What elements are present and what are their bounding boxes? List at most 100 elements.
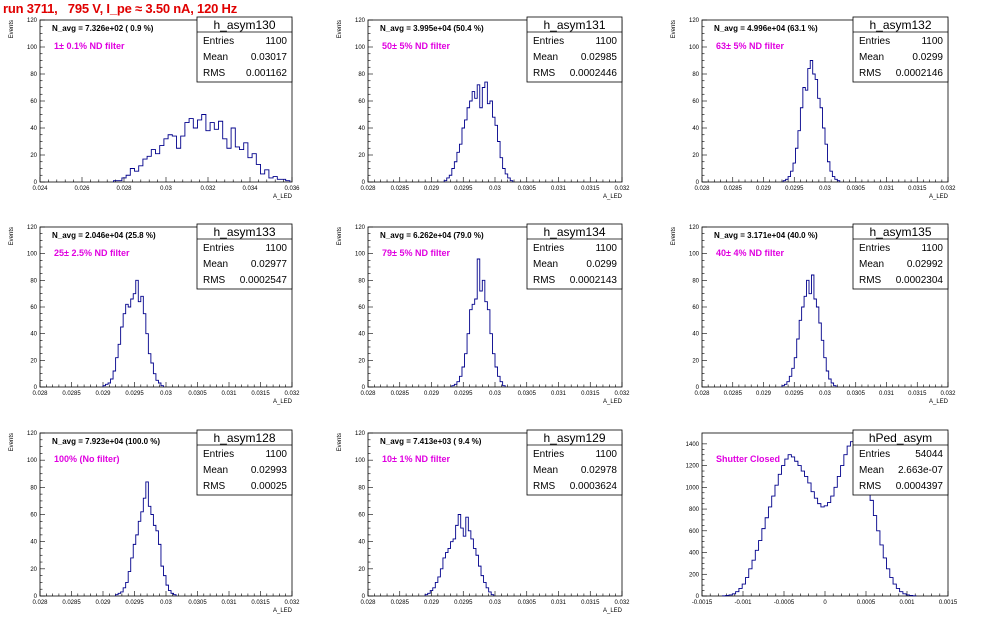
x-tick-label: 0.031 [551, 600, 567, 606]
y-tick-label: 100 [689, 252, 700, 258]
histogram-panel: 0.024 0.026 0.028 0.03 0.032 0.034 0.036 0 20 40 6… [9, 16, 300, 200]
y-tick-label: 20 [30, 567, 37, 573]
x-tick-label: 0.0315 [581, 600, 600, 606]
x-tick-label: 0.032 [614, 391, 630, 397]
y-tick-label: 120 [27, 18, 38, 24]
stat-entries-value: 1100 [595, 449, 617, 460]
x-tick-label: 0.0315 [251, 391, 270, 397]
stat-mean-label: Mean [533, 52, 558, 63]
y-tick-label: 40 [692, 126, 699, 132]
histogram-name: h_asym132 [869, 18, 931, 32]
x-tick-label: 0.0295 [125, 391, 144, 397]
stats-box-frame [852, 429, 949, 496]
stat-rms-value: 0.00025 [251, 481, 288, 492]
y-tick-label: 60 [358, 305, 365, 311]
stat-rms-value: 0.0002547 [240, 275, 288, 286]
x-tick-label: 0.024 [32, 186, 48, 192]
y-tick-label: 0 [696, 594, 700, 600]
stat-rms-label: RMS [533, 481, 556, 492]
x-tick-label: 0.0295 [785, 391, 804, 397]
n-avg-label: N_avg = 2.046e+04 (25.8 %) [52, 231, 156, 240]
n-avg-label: N_avg = 6.262e+04 (79.0 %) [380, 231, 484, 240]
stats-box: h_asym133 Entries 1100 Mean 0.02977 RMS 0.0002… [196, 223, 293, 290]
y-axis-title: Events [337, 227, 343, 245]
y-tick-label: 40 [358, 126, 365, 132]
x-tick-label: 0.028 [694, 186, 710, 192]
stat-entries-label: Entries [533, 449, 564, 460]
x-tick-label: 0.03 [489, 600, 501, 606]
x-tick-label: 0.029 [95, 600, 111, 606]
y-tick-label: 80 [30, 278, 37, 284]
x-tick-label: 0.032 [614, 186, 630, 192]
y-tick-label: 120 [27, 225, 38, 231]
histogram-panel: 0.028 0.0285 0.029 0.0295 0.03 0.0305 0.031 0.0… [9, 429, 300, 614]
histogram-panel: -0.0015 -0.001 -0.0005 0 0.0005 0.001 0.0015 0 2… [686, 429, 958, 606]
stat-rms-label: RMS [859, 481, 882, 492]
y-tick-label: 20 [30, 153, 37, 159]
stat-entries-value: 54044 [915, 449, 943, 460]
stat-mean-label: Mean [533, 259, 558, 270]
stat-rms-value: 0.001162 [246, 68, 287, 79]
x-axis-title: A_LED [929, 194, 949, 200]
filter-label: Shutter Closed [716, 454, 780, 464]
stat-mean-value: 0.02992 [907, 259, 944, 270]
x-tick-label: 0.032 [614, 600, 630, 606]
stat-rms-label: RMS [533, 275, 556, 286]
histogram-name: h_asym134 [543, 225, 605, 239]
n-avg-label: N_avg = 4.996e+04 (63.1 %) [714, 24, 818, 33]
x-tick-label: 0.028 [32, 600, 48, 606]
histogram-bars [782, 60, 841, 182]
x-tick-label: 0.031 [879, 391, 895, 397]
x-tick-label: 0.029 [756, 186, 772, 192]
x-tick-label: 0.03 [489, 186, 501, 192]
stat-entries-value: 1100 [921, 243, 943, 254]
x-tick-label: 0.034 [242, 186, 258, 192]
y-tick-label: 80 [30, 72, 37, 78]
x-axis-title: A_LED [603, 608, 623, 614]
stat-rms-value: 0.0002146 [896, 68, 944, 79]
x-tick-label: 0.0285 [391, 600, 410, 606]
x-tick-label: 0.029 [756, 391, 772, 397]
y-tick-label: 80 [358, 72, 365, 78]
y-tick-label: 100 [27, 458, 38, 464]
stat-mean-value: 0.02985 [581, 52, 618, 63]
stats-box-frame [852, 223, 949, 290]
stat-rms-label: RMS [203, 68, 226, 79]
y-tick-label: 120 [355, 431, 366, 437]
x-tick-label: 0.03 [160, 186, 172, 192]
x-tick-label: 0.032 [284, 600, 300, 606]
histogram-name: h_asym128 [213, 431, 275, 445]
filter-label: 79± 5% ND filter [382, 248, 450, 258]
n-avg-label: N_avg = 3.995e+04 (50.4 %) [380, 24, 484, 33]
y-tick-label: 0 [362, 385, 366, 391]
y-tick-label: 60 [692, 99, 699, 105]
x-tick-label: 0.031 [221, 600, 237, 606]
stat-rms-value: 0.0002143 [570, 275, 618, 286]
stat-entries-value: 1100 [595, 243, 617, 254]
histogram-panel: 0.028 0.0285 0.029 0.0295 0.03 0.0305 0.031 0.0… [337, 223, 630, 405]
stats-box: h_asym131 Entries 1100 Mean 0.02985 RMS 0.0002… [526, 16, 623, 83]
x-tick-label: 0.0305 [518, 186, 537, 192]
x-tick-label: 0.0015 [939, 600, 958, 606]
histogram-panel: 0.028 0.0285 0.029 0.0295 0.03 0.0305 0.031 0.0… [671, 223, 956, 405]
x-tick-label: 0.0305 [188, 600, 207, 606]
x-tick-label: 0.001 [899, 600, 915, 606]
y-tick-label: 100 [27, 252, 38, 258]
y-tick-label: 20 [358, 153, 365, 159]
n-avg-label: N_avg = 7.923e+04 (100.0 %) [52, 437, 160, 446]
x-tick-label: 0.03 [819, 391, 831, 397]
y-tick-label: 120 [355, 225, 366, 231]
y-tick-label: 40 [358, 332, 365, 338]
histogram-name: h_asym133 [213, 225, 275, 239]
filter-label: 40± 4% ND filter [716, 248, 784, 258]
x-tick-label: 0.032 [284, 391, 300, 397]
x-axis-title: A_LED [603, 399, 623, 405]
x-tick-label: 0.0005 [857, 600, 876, 606]
y-tick-label: 800 [689, 507, 700, 513]
y-tick-label: 120 [689, 18, 700, 24]
y-tick-label: 0 [34, 180, 38, 186]
y-tick-label: 0 [34, 385, 38, 391]
filter-label: 50± 5% ND filter [382, 41, 450, 51]
x-tick-label: 0.028 [360, 391, 376, 397]
